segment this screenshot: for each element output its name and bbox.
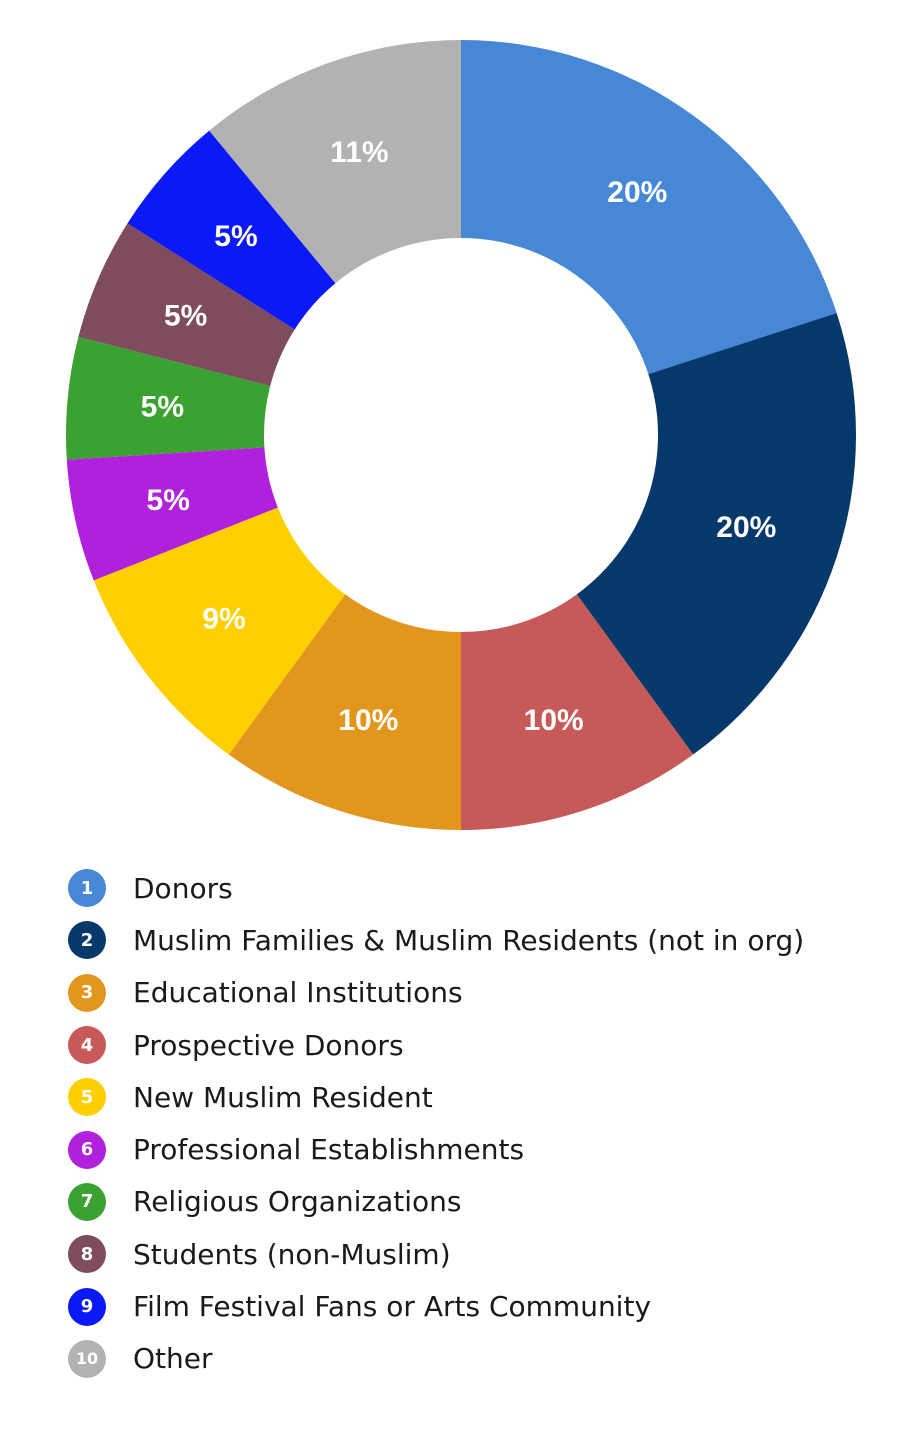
donut-chart-svg: 20% 20% 10% 10% 9% 5% 5% 5% 5% 11% [66,40,856,830]
legend-label: Students (non-Muslim) [133,1237,451,1271]
legend-badge: 7 [68,1182,106,1221]
legend-label: Religious Organizations [133,1185,462,1219]
slice-value-label: 5% [147,484,190,517]
donut-slice [461,594,694,830]
donut-slice [78,223,295,387]
legend-badge: 9 [68,1287,106,1326]
legend-item: 1 Donors [68,862,908,914]
legend-label: New Muslim Resident [133,1080,433,1114]
legend-label: Other [133,1342,213,1376]
slice-value-label: 11% [330,136,388,169]
slice-value-label: 10% [338,704,398,737]
donut-chart: 20% 20% 10% 10% 9% 5% 5% 5% 5% 11% Donors [66,40,856,830]
legend-label: Film Festival Fans or Arts Community [133,1290,652,1324]
donut-slice [127,130,336,330]
legend-badge: 4 [68,1026,106,1065]
slice-value-label: 5% [164,299,207,332]
donut-slice [66,336,271,460]
donut-slice [461,40,837,375]
legend-label: Muslim Families & Muslim Residents (not … [133,923,805,957]
legend-badge: 6 [68,1130,106,1169]
legend-badge: 1 [68,869,106,908]
donut-slice [228,594,461,830]
slice-value-label: 20% [607,176,667,209]
legend-badge: 2 [68,921,106,960]
donut-slice [576,312,856,755]
legend-badge: 5 [68,1078,106,1117]
legend-item: 9 Film Festival Fans or Arts Community [68,1280,908,1332]
slice-value-label: 20% [716,511,776,544]
legend-item: 3 Educational Institutions [68,967,908,1019]
slice-value-label: 10% [524,704,584,737]
legend: 1 Donors 2 Muslim Families & Muslim Resi… [68,862,908,1385]
slice-value-label: 5% [214,220,257,253]
legend-badge: 8 [68,1235,106,1274]
slice-value-label: 5% [141,390,184,423]
legend-badge: 10 [68,1339,106,1378]
legend-item: 2 Muslim Families & Muslim Residents (no… [68,914,908,966]
legend-label: Prospective Donors [133,1028,404,1062]
legend-label: Professional Establishments [133,1133,525,1167]
legend-item: 8 Students (non-Muslim) [68,1228,908,1280]
legend-label: Donors [133,871,233,905]
legend-item: 10 Other [68,1333,908,1385]
legend-item: 5 New Muslim Resident [68,1071,908,1123]
legend-badge: 3 [68,973,106,1012]
legend-item: 4 Prospective Donors [68,1019,908,1071]
donut-slice [93,507,346,755]
legend-item: 6 Professional Establishments [68,1123,908,1175]
watermark-text: Donors [731,60,809,87]
donut-slice [209,40,461,284]
slice-value-label: 9% [202,602,245,635]
legend-item: 7 Religious Organizations [68,1176,908,1228]
donut-slice [66,447,278,581]
legend-label: Educational Institutions [133,976,463,1010]
